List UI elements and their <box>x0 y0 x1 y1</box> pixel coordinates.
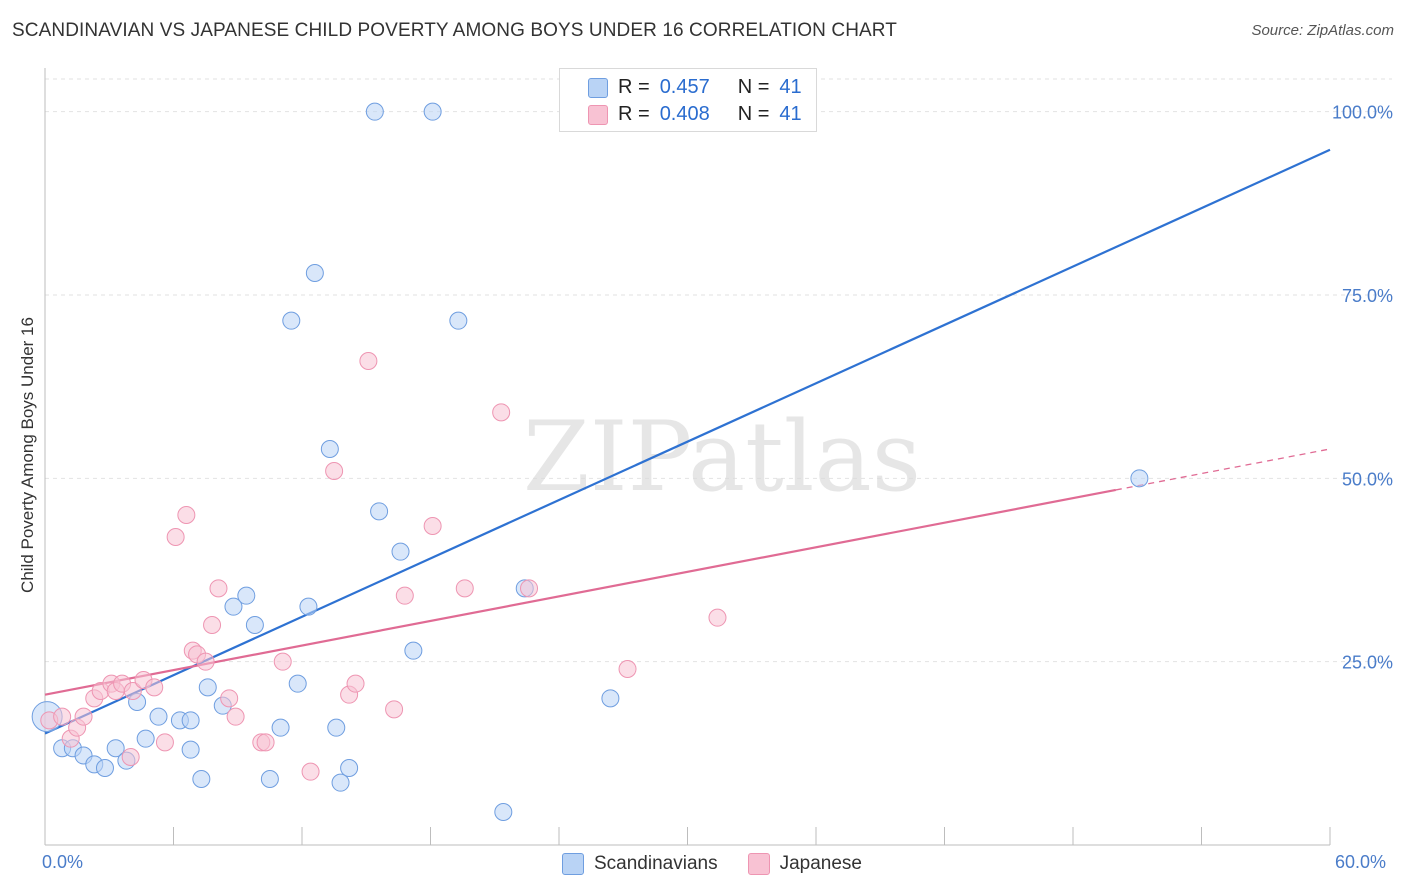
data-point-scandinavians <box>1130 469 1149 488</box>
data-point-japanese <box>618 660 637 678</box>
data-point-scandinavians <box>340 759 359 777</box>
data-point-japanese <box>121 748 140 766</box>
data-point-japanese <box>301 762 320 781</box>
y-tick-label: 50.0% <box>1342 469 1393 489</box>
r-label: R = <box>618 75 650 98</box>
data-point-scandinavians <box>449 311 468 330</box>
data-point-scandinavians <box>245 616 264 634</box>
data-point-japanese <box>123 682 142 700</box>
data-point-japanese <box>359 352 378 370</box>
data-point-japanese <box>492 403 511 422</box>
x-tick-label-max: 60.0% <box>1335 852 1387 872</box>
legend-item-scandinavians[interactable]: Scandinavians <box>562 853 718 875</box>
data-point-scandinavians <box>320 440 339 458</box>
data-point-scandinavians <box>288 674 307 693</box>
legend-label-japanese: Japanese <box>779 853 862 874</box>
data-points <box>31 102 1149 821</box>
data-point-japanese <box>53 707 72 726</box>
data-point-scandinavians <box>198 678 217 697</box>
trend-lines <box>44 148 1331 735</box>
data-point-scandinavians <box>494 803 513 821</box>
data-point-scandinavians <box>149 707 168 726</box>
gridlines <box>45 78 1392 663</box>
data-point-japanese <box>220 689 239 708</box>
data-point-japanese <box>166 528 185 546</box>
series-legend: Scandinavians Japanese <box>562 850 892 878</box>
stats-swatch-scandinavians <box>588 78 608 98</box>
r-value: 0.457 <box>659 75 710 98</box>
n-label: N = <box>737 75 770 98</box>
data-point-japanese <box>209 579 228 598</box>
r-label: R = <box>618 102 650 125</box>
stats-row-scandinavians: R = 0.457 N = 41 <box>588 75 802 99</box>
data-point-japanese <box>196 652 215 671</box>
n-value: 41 <box>779 102 802 125</box>
legend-swatch-scandinavians <box>562 853 584 875</box>
data-point-scandinavians <box>404 641 423 660</box>
data-point-scandinavians <box>423 102 442 121</box>
data-point-japanese <box>346 674 365 693</box>
data-point-japanese <box>708 608 727 627</box>
source-label: Source: ZipAtlas.com <box>1251 22 1394 39</box>
data-point-japanese <box>455 579 474 598</box>
data-point-japanese <box>273 652 292 671</box>
data-point-scandinavians <box>391 542 410 561</box>
data-point-scandinavians <box>95 759 114 777</box>
legend-swatch-japanese <box>747 853 770 875</box>
data-point-scandinavians <box>271 718 290 737</box>
legend-label-scandinavians: Scandinavians <box>594 853 718 874</box>
data-point-scandinavians <box>260 770 279 788</box>
data-point-scandinavians <box>299 597 318 616</box>
data-point-scandinavians <box>136 729 155 748</box>
data-point-scandinavians <box>331 773 350 792</box>
trend-line <box>44 488 1117 696</box>
data-point-scandinavians <box>237 586 256 605</box>
data-point-scandinavians <box>181 711 200 730</box>
data-point-scandinavians <box>106 739 125 758</box>
stats-legend: R = 0.457 N = 41 R = 0.408 N = 41 <box>559 68 817 132</box>
data-point-scandinavians <box>192 770 211 788</box>
data-point-japanese <box>325 462 344 480</box>
legend-item-japanese[interactable]: Japanese <box>747 853 862 875</box>
data-point-japanese <box>520 579 539 598</box>
n-label: N = <box>737 102 770 125</box>
data-point-japanese <box>423 517 442 535</box>
data-point-scandinavians <box>224 597 243 616</box>
data-point-japanese <box>226 707 245 726</box>
data-point-japanese <box>177 506 196 524</box>
x-tick-label-min: 0.0% <box>42 852 84 872</box>
data-point-scandinavians <box>282 311 301 330</box>
data-point-japanese <box>203 616 222 634</box>
data-point-scandinavians <box>370 502 389 521</box>
stats-swatch-japanese <box>588 105 608 125</box>
data-point-japanese <box>74 707 93 726</box>
data-point-scandinavians <box>327 718 346 737</box>
data-point-scandinavians <box>305 264 324 282</box>
y-tick-labels: 25.0% 50.0% 75.0% 100.0% <box>1332 103 1393 673</box>
data-point-japanese <box>395 586 414 605</box>
trend-line <box>44 148 1331 735</box>
trend-line-extension <box>1115 448 1331 491</box>
r-value: 0.408 <box>659 102 710 125</box>
stats-row-japanese: R = 0.408 N = 41 <box>588 102 802 126</box>
y-tick-label: 25.0% <box>1342 653 1393 673</box>
data-point-japanese <box>385 700 404 719</box>
y-tick-label: 100.0% <box>1332 103 1393 123</box>
data-point-scandinavians <box>365 102 384 121</box>
chart-title: SCANDINAVIAN VS JAPANESE CHILD POVERTY A… <box>12 20 897 41</box>
data-point-japanese <box>145 678 164 697</box>
watermark: ZIPatlas <box>523 401 921 513</box>
data-point-japanese <box>155 733 174 752</box>
data-point-japanese <box>256 733 275 752</box>
data-point-scandinavians <box>601 689 620 708</box>
y-tick-label: 75.0% <box>1342 286 1393 306</box>
n-value: 41 <box>779 75 802 98</box>
data-point-scandinavians <box>181 740 200 759</box>
